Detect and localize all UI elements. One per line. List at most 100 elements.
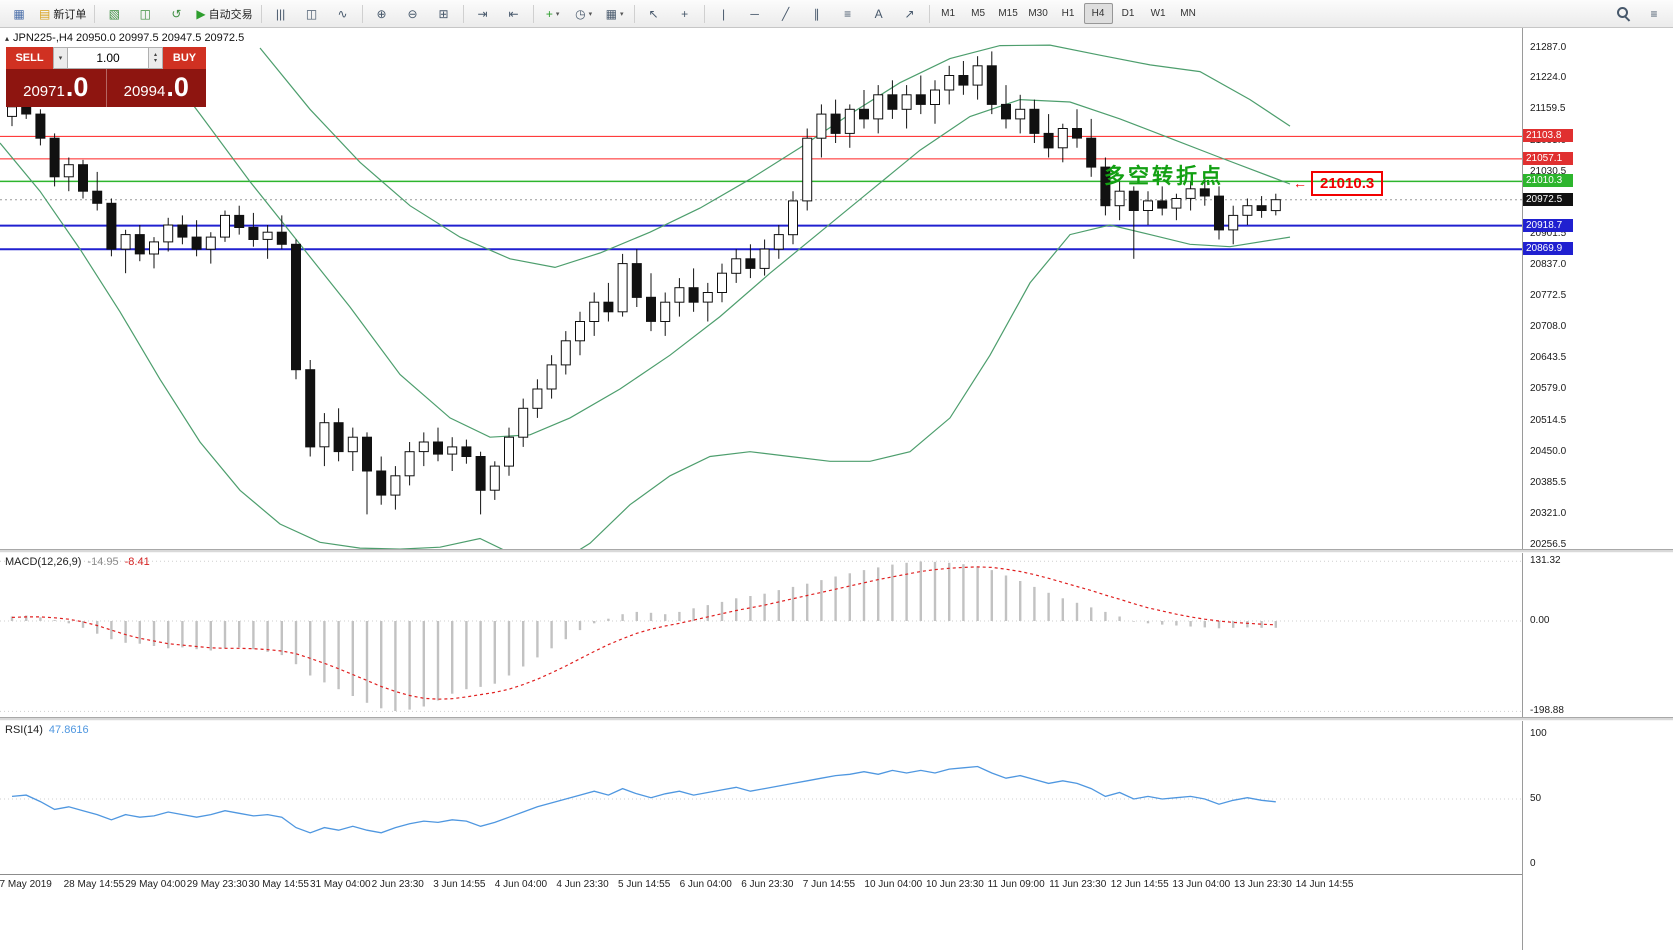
buy-price[interactable]: 20994 .0 bbox=[107, 69, 207, 107]
timeframe-H1[interactable]: H1 bbox=[1061, 8, 1075, 19]
horizontal-line-icon[interactable]: ─ bbox=[740, 2, 770, 26]
rsi-chart-svg[interactable] bbox=[0, 721, 1522, 874]
crosshair-tool-icon[interactable]: + bbox=[670, 2, 700, 26]
cursor-tool-icon[interactable]: ↖ bbox=[639, 2, 669, 26]
chart-shift-icon[interactable]: ⇤ bbox=[499, 2, 529, 26]
rsi-line bbox=[11, 765, 1276, 834]
sell-dropdown[interactable]: ▾ bbox=[53, 47, 68, 69]
vertical-line-icon[interactable]: | bbox=[709, 2, 739, 26]
candle bbox=[816, 113, 827, 139]
candle bbox=[1270, 199, 1281, 212]
candle bbox=[418, 441, 429, 453]
macd-scale-label: -198.88 bbox=[1530, 705, 1564, 717]
macd-hist-bar bbox=[124, 621, 127, 643]
candle bbox=[1199, 188, 1210, 197]
bar-chart-icon[interactable]: ||| bbox=[266, 2, 296, 26]
refresh-icon[interactable]: ↺ bbox=[161, 2, 191, 26]
candle bbox=[1029, 108, 1040, 134]
macd-hist-bar bbox=[1132, 621, 1135, 622]
macd-hist-bar bbox=[1104, 611, 1107, 621]
candle bbox=[745, 258, 756, 269]
candlestick-chart-icon[interactable]: ◫ bbox=[297, 2, 327, 26]
price-scale[interactable]: 21287.021224.021159.521095.021030.520901… bbox=[1522, 0, 1673, 950]
sell-price[interactable]: 20971 .0 bbox=[6, 69, 107, 107]
toolbar-separator bbox=[260, 4, 262, 23]
collapse-marker-icon: ▴ bbox=[5, 33, 10, 43]
macd-hist-bar bbox=[962, 564, 965, 621]
search-icon-button[interactable] bbox=[1608, 2, 1638, 26]
bollinger-lower-line bbox=[0, 142, 1291, 549]
panel-separator[interactable] bbox=[0, 549, 1673, 553]
candle bbox=[660, 301, 671, 323]
price-tick-label: 21287.0 bbox=[1530, 42, 1567, 53]
stepper-down-icon[interactable]: ▾ bbox=[153, 58, 157, 64]
timeframe-M5[interactable]: M5 bbox=[971, 8, 986, 19]
macd-hist-bar bbox=[578, 621, 582, 631]
macd-hist-bar bbox=[1274, 621, 1277, 628]
zoom-in-icon[interactable]: ⊕ bbox=[367, 2, 397, 26]
buy-button[interactable]: BUY bbox=[163, 47, 206, 69]
timeframe-MN[interactable]: MN bbox=[1180, 8, 1196, 19]
macd-hist-bar bbox=[990, 570, 993, 621]
stepper-up-icon[interactable]: ▴ bbox=[153, 52, 157, 58]
tile-windows-icon[interactable]: ⊞ bbox=[429, 2, 459, 26]
text-tool-icon[interactable]: A bbox=[864, 2, 894, 26]
arrow-tool-icon[interactable]: ↗ bbox=[895, 2, 925, 26]
trendline-icon[interactable]: ╱ bbox=[771, 2, 801, 26]
candle bbox=[433, 441, 443, 455]
autotrading-button[interactable]: ▶ 自动交易 bbox=[192, 2, 256, 26]
fibonacci-icon[interactable]: ≡ bbox=[833, 2, 863, 26]
periods-icon: ◷ bbox=[575, 6, 586, 21]
trendline-icon: ╱ bbox=[781, 6, 790, 21]
volume-input[interactable] bbox=[68, 47, 149, 69]
candle bbox=[617, 263, 628, 313]
timeframe-D1[interactable]: D1 bbox=[1121, 8, 1135, 19]
annotation-text: 多空转折点 bbox=[1104, 165, 1224, 188]
periods-button[interactable]: ◷ ▾ bbox=[569, 2, 599, 26]
time-label: 3 Jun 14:55 bbox=[433, 879, 486, 890]
time-label: 14 Jun 14:55 bbox=[1295, 879, 1354, 890]
time-label: 31 May 04:00 bbox=[310, 879, 371, 890]
new-chart-icon[interactable]: ▧ bbox=[99, 2, 129, 26]
main-chart-svg[interactable] bbox=[0, 28, 1522, 549]
timeframe-H4[interactable]: H4 bbox=[1083, 3, 1113, 24]
sell-button[interactable]: SELL bbox=[6, 47, 53, 69]
time-label: 29 May 23:30 bbox=[186, 879, 248, 890]
macd-hist-bar bbox=[110, 621, 113, 640]
macd-hist-bar bbox=[1217, 621, 1221, 629]
timeframe-M30[interactable]: M30 bbox=[1028, 8, 1048, 19]
time-label: 10 Jun 23:30 bbox=[926, 879, 984, 890]
timeframe-M1[interactable]: M1 bbox=[941, 8, 956, 19]
new-chart-icon: ▧ bbox=[108, 6, 121, 21]
templates-button[interactable]: ▦ ▾ bbox=[600, 2, 630, 26]
macd-name: MACD(12,26,9) bbox=[5, 556, 82, 568]
timeframe-W1[interactable]: W1 bbox=[1150, 8, 1166, 19]
auto-scroll-icon[interactable]: ⇥ bbox=[468, 2, 498, 26]
new-order-button[interactable]: ▤ 新订单 bbox=[35, 2, 90, 26]
panel-separator[interactable] bbox=[0, 717, 1673, 721]
line-chart-icon[interactable]: ∿ bbox=[328, 2, 358, 26]
macd-chart-svg[interactable] bbox=[0, 553, 1522, 717]
indicators-button[interactable]: + ▾ bbox=[538, 2, 568, 26]
price-callout-box: 21010.3 bbox=[1311, 171, 1384, 196]
macd-hist-bar bbox=[1161, 621, 1164, 625]
macd-hist-bar bbox=[280, 621, 283, 656]
candle bbox=[972, 65, 983, 86]
menu-icon-button[interactable]: ≡ bbox=[1639, 2, 1669, 26]
macd-hist-bar bbox=[209, 621, 212, 651]
macd-hist-bar bbox=[181, 621, 184, 648]
macd-hist-bar bbox=[649, 612, 653, 621]
volume-stepper[interactable]: ▴ ▾ bbox=[149, 47, 163, 69]
price-tick-label: 20901.5 bbox=[1530, 227, 1567, 239]
sell-price-frac: .0 bbox=[65, 72, 89, 102]
zoom-out-icon[interactable]: ⊖ bbox=[398, 2, 428, 26]
candle bbox=[362, 436, 372, 472]
macd-hist-bar bbox=[848, 573, 851, 621]
profiles-icon[interactable]: ◫ bbox=[130, 2, 160, 26]
chart-window-icon-button[interactable]: ▦ bbox=[4, 2, 34, 26]
macd-hist-bar bbox=[167, 621, 170, 649]
channel-icon[interactable]: ∥ bbox=[802, 2, 832, 26]
price-badge: 20918.7 bbox=[1523, 218, 1573, 232]
timeframe-M15[interactable]: M15 bbox=[998, 8, 1018, 19]
